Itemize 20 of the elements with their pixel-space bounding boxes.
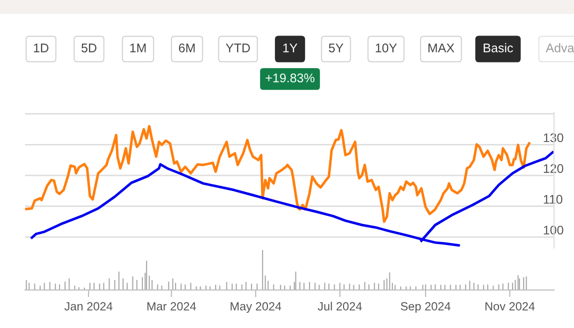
text: 10Y [376, 44, 397, 52]
text: 5D [82, 44, 96, 52]
x-tick-label: Jul 2024 [318, 302, 362, 310]
x-tick-label: Jan 2024 [64, 302, 112, 310]
x-tick-label: May 2024 [230, 302, 282, 313]
y-tick-label: 110 [544, 194, 562, 204]
x-tick-label: Sep 2024 [400, 302, 450, 313]
text: +19.83% [266, 74, 314, 82]
text: 1M [130, 44, 146, 52]
text: Adva [546, 43, 574, 52]
text: 1Y [283, 44, 298, 52]
text: Basic [484, 43, 513, 52]
x-tick-label: Mar 2024 [147, 302, 196, 310]
text: YTD [226, 44, 250, 52]
y-tick-label: 100 [544, 226, 564, 235]
text: 5Y [328, 44, 344, 52]
text: MAX [428, 44, 454, 52]
text: 1D [34, 44, 48, 52]
x-tick-label: Nov 2024 [486, 302, 535, 310]
text: 6M [178, 44, 195, 52]
